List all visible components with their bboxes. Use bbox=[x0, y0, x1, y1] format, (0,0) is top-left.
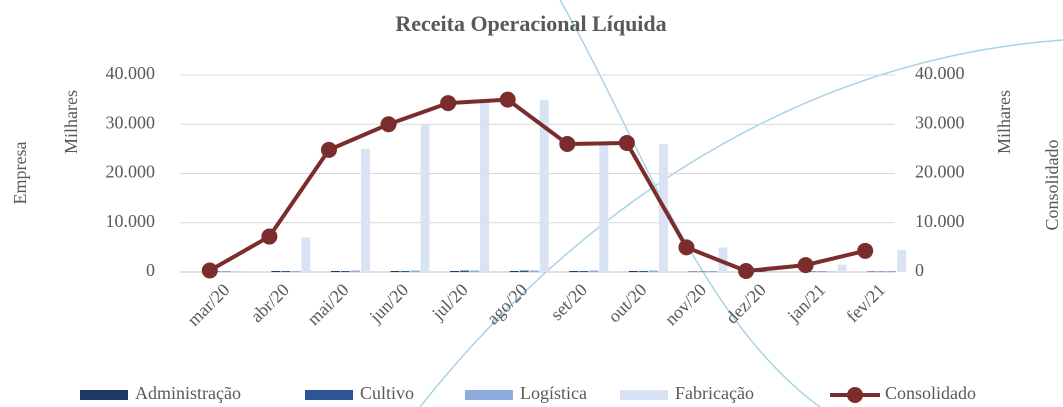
x-tick-label: mai/20 bbox=[303, 280, 352, 329]
legend-swatch bbox=[465, 390, 513, 400]
bar bbox=[410, 270, 420, 272]
y-tick-label: 10.000 bbox=[106, 211, 156, 231]
bar bbox=[599, 143, 609, 272]
y-tick-label: 0 bbox=[146, 260, 155, 280]
x-tick-label: out/20 bbox=[604, 280, 651, 327]
bar bbox=[400, 271, 410, 272]
y2-tick-label: 0 bbox=[915, 260, 924, 280]
x-tick-label: jul/20 bbox=[427, 280, 472, 325]
bar bbox=[708, 271, 718, 272]
decor-curve bbox=[419, 39, 1063, 407]
x-tick-label: set/20 bbox=[546, 280, 591, 325]
bar bbox=[450, 271, 460, 272]
x-tick-label: fev/21 bbox=[842, 280, 889, 327]
line-marker bbox=[201, 262, 218, 279]
y2-axis-label: Consolidado bbox=[1042, 139, 1062, 230]
line bbox=[208, 97, 866, 274]
line-marker bbox=[499, 91, 516, 108]
y2-tick-label: 20.000 bbox=[915, 162, 965, 182]
decor-curve bbox=[559, 0, 821, 407]
y-tick-label: 30.000 bbox=[106, 112, 156, 132]
y2-tick-label: 30.000 bbox=[915, 112, 965, 132]
bar bbox=[480, 102, 490, 273]
bar bbox=[638, 271, 648, 272]
bar bbox=[281, 271, 291, 272]
bar bbox=[569, 271, 579, 272]
x-tick-label: dez/20 bbox=[722, 280, 770, 328]
x-tick-label: ago/20 bbox=[483, 280, 532, 329]
line-marker bbox=[678, 239, 695, 256]
x-tick-label: jun/20 bbox=[365, 280, 412, 327]
bar bbox=[330, 271, 340, 272]
bar bbox=[837, 264, 847, 272]
legend-swatch bbox=[305, 390, 353, 400]
y2-tick-label: 40.000 bbox=[915, 63, 965, 83]
bar bbox=[390, 271, 400, 272]
y-axis-label: Empresa bbox=[10, 142, 30, 205]
bar bbox=[589, 270, 599, 272]
line-marker bbox=[320, 141, 337, 158]
bar bbox=[340, 271, 350, 272]
line-marker bbox=[380, 116, 397, 133]
bar bbox=[529, 270, 539, 272]
legend-label: Fabricação bbox=[675, 383, 754, 403]
bar bbox=[539, 99, 549, 272]
bar bbox=[628, 271, 638, 272]
x-tick-label: jan/21 bbox=[783, 280, 830, 327]
line-marker bbox=[261, 228, 278, 245]
bar bbox=[470, 270, 480, 272]
legend-label: Cultivo bbox=[360, 383, 414, 403]
y2-tick-label: 10.000 bbox=[915, 211, 965, 231]
bar bbox=[579, 271, 589, 272]
line-marker bbox=[857, 242, 874, 259]
bar bbox=[360, 148, 370, 272]
bar bbox=[519, 270, 529, 272]
y-tick-label: 20.000 bbox=[106, 162, 156, 182]
legend-swatch bbox=[620, 390, 668, 400]
bar bbox=[350, 270, 360, 272]
legend-label: Consolidado bbox=[885, 383, 976, 403]
legend-swatch bbox=[80, 390, 128, 400]
bar bbox=[271, 271, 281, 272]
bar bbox=[460, 270, 470, 272]
legend-label: Administração bbox=[135, 383, 241, 403]
y-axis-unit: Milhares bbox=[61, 90, 81, 154]
x-tick-label: mar/20 bbox=[183, 280, 233, 330]
line-marker bbox=[797, 257, 814, 274]
bar bbox=[509, 271, 519, 272]
y2-axis-unit: Milhares bbox=[994, 90, 1014, 154]
bar bbox=[887, 271, 897, 272]
chart-title: Receita Operacional Líquida bbox=[395, 11, 666, 36]
line-marker bbox=[738, 263, 755, 280]
x-tick-label: abr/20 bbox=[246, 280, 293, 327]
bar bbox=[291, 271, 301, 272]
bar bbox=[648, 270, 658, 272]
bar bbox=[420, 124, 430, 272]
x-tick-label: nov/20 bbox=[661, 280, 711, 330]
line-marker bbox=[618, 134, 635, 151]
legend-swatch bbox=[847, 387, 863, 403]
line-marker bbox=[440, 95, 457, 112]
bar bbox=[301, 237, 311, 272]
bar bbox=[718, 247, 728, 272]
line-marker bbox=[559, 135, 576, 152]
legend-label: Logística bbox=[520, 383, 587, 403]
y-tick-label: 40.000 bbox=[106, 63, 156, 83]
bar bbox=[897, 249, 907, 272]
